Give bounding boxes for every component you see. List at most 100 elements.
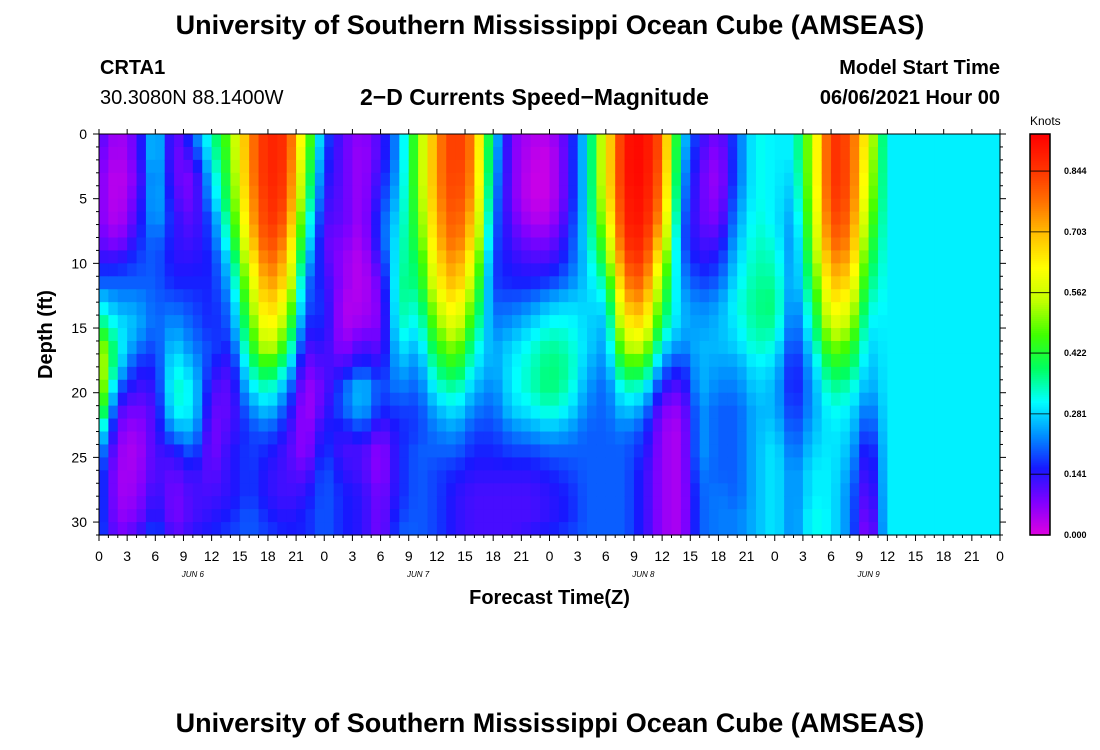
heatmap-cell — [286, 470, 297, 484]
heatmap-cell — [530, 522, 541, 536]
heatmap-cell — [624, 289, 635, 303]
heatmap-cell — [267, 496, 278, 510]
heatmap-cell — [699, 470, 710, 484]
heatmap-cell — [699, 211, 710, 226]
heatmap-cell — [953, 418, 964, 433]
heatmap-cell — [333, 276, 344, 290]
heatmap-cell — [408, 302, 419, 316]
heatmap-cell — [465, 470, 476, 484]
heatmap-cell — [221, 315, 231, 329]
heatmap-cell — [192, 276, 203, 290]
heatmap-cell — [183, 496, 194, 510]
heatmap-cell — [343, 431, 354, 446]
heatmap-cell — [680, 134, 691, 148]
heatmap-cell — [211, 237, 222, 252]
heatmap-cell — [558, 340, 569, 355]
heatmap-cell — [821, 366, 832, 381]
heatmap-cell — [183, 509, 194, 523]
heatmap-cell — [230, 250, 241, 264]
heatmap-cell — [615, 276, 626, 290]
heatmap-cell — [155, 483, 166, 497]
heatmap-cell — [840, 353, 851, 368]
heatmap-cell — [774, 185, 785, 200]
heatmap-cell — [277, 431, 288, 446]
heatmap-cell — [821, 353, 832, 368]
colorbar-segment — [1030, 302, 1050, 306]
heatmap-cell — [239, 211, 250, 226]
heatmap-cell — [296, 328, 307, 342]
heatmap-cell — [145, 237, 156, 252]
heatmap-cell — [343, 509, 354, 523]
heatmap-cell — [117, 302, 128, 316]
heatmap-cell — [990, 431, 1001, 446]
heatmap-cell — [530, 224, 541, 239]
heatmap-cell — [436, 444, 447, 458]
heatmap-cell — [971, 470, 982, 484]
heatmap-cell — [868, 198, 879, 213]
colorbar-segment — [1030, 370, 1050, 374]
heatmap-cell — [465, 340, 476, 355]
heatmap-cell — [990, 302, 1001, 316]
heatmap-cell — [821, 224, 832, 239]
heatmap-cell — [455, 353, 466, 368]
heatmap-cell — [793, 353, 804, 368]
heatmap-cell — [174, 418, 185, 433]
heatmap-cell — [971, 302, 982, 316]
heatmap-cell — [286, 328, 297, 342]
heatmap-cell — [408, 237, 419, 252]
heatmap-cell — [981, 237, 992, 252]
heatmap-cell — [117, 483, 128, 497]
colorbar-segment — [1030, 486, 1050, 490]
heatmap-cell — [521, 522, 532, 536]
heatmap-cell — [155, 172, 166, 187]
heatmap-cell — [643, 444, 654, 458]
heatmap-cell — [849, 366, 860, 381]
heatmap-cell — [446, 276, 457, 290]
heatmap-cell — [718, 328, 729, 342]
x-axis-title: Forecast Time(Z) — [469, 587, 630, 609]
heatmap-cell — [802, 522, 813, 536]
heatmap-cell — [530, 146, 541, 161]
heatmap-cell — [249, 522, 260, 536]
heatmap-cell — [324, 134, 335, 148]
heatmap-cell — [877, 224, 888, 239]
heatmap-cell — [906, 444, 917, 458]
heatmap-cell — [352, 509, 363, 523]
heatmap-cell — [633, 418, 644, 433]
heatmap-cell — [493, 483, 504, 497]
heatmap-cell — [192, 509, 203, 523]
heatmap-cell — [164, 159, 175, 174]
heatmap-cell — [380, 366, 391, 381]
heatmap-cell — [699, 483, 710, 497]
x-tick-labels: 0 3 6 9 12 15 18 21 0 3 6 9 12 15 18 21 0 3 6 9 12 15 18 21 0 3 6 9… — [95, 548, 1004, 564]
heatmap-cell — [446, 470, 457, 484]
heatmap-cell — [333, 444, 344, 458]
colorbar-segment — [1030, 238, 1050, 241]
heatmap-cell — [737, 146, 748, 161]
heatmap-cell — [277, 444, 288, 458]
heatmap-cell — [990, 237, 1001, 252]
heatmap-cell — [605, 366, 616, 381]
heatmap-cell — [511, 366, 522, 381]
colorbar-segment — [1030, 138, 1050, 141]
heatmap-cell — [755, 198, 766, 213]
heatmap-cell — [831, 366, 842, 381]
heatmap-cell — [840, 405, 851, 420]
heatmap-cell — [483, 276, 494, 290]
heatmap-cell — [202, 185, 213, 200]
heatmap-cell — [568, 159, 579, 174]
heatmap-cell — [802, 379, 813, 394]
heatmap-cell — [652, 444, 663, 458]
heatmap-cell — [399, 289, 410, 303]
heatmap-cell — [652, 379, 663, 394]
heatmap-cell — [267, 146, 278, 161]
heatmap-cell — [530, 263, 541, 277]
heatmap-cell — [859, 146, 870, 161]
heatmap-cell — [389, 224, 400, 239]
heatmap-cell — [577, 470, 588, 484]
heatmap-cell — [183, 418, 194, 433]
heatmap-cell — [605, 276, 616, 290]
heatmap-cell — [418, 134, 429, 148]
x-tick-label: 18 — [485, 548, 501, 564]
colorbar-segment — [1030, 344, 1050, 348]
